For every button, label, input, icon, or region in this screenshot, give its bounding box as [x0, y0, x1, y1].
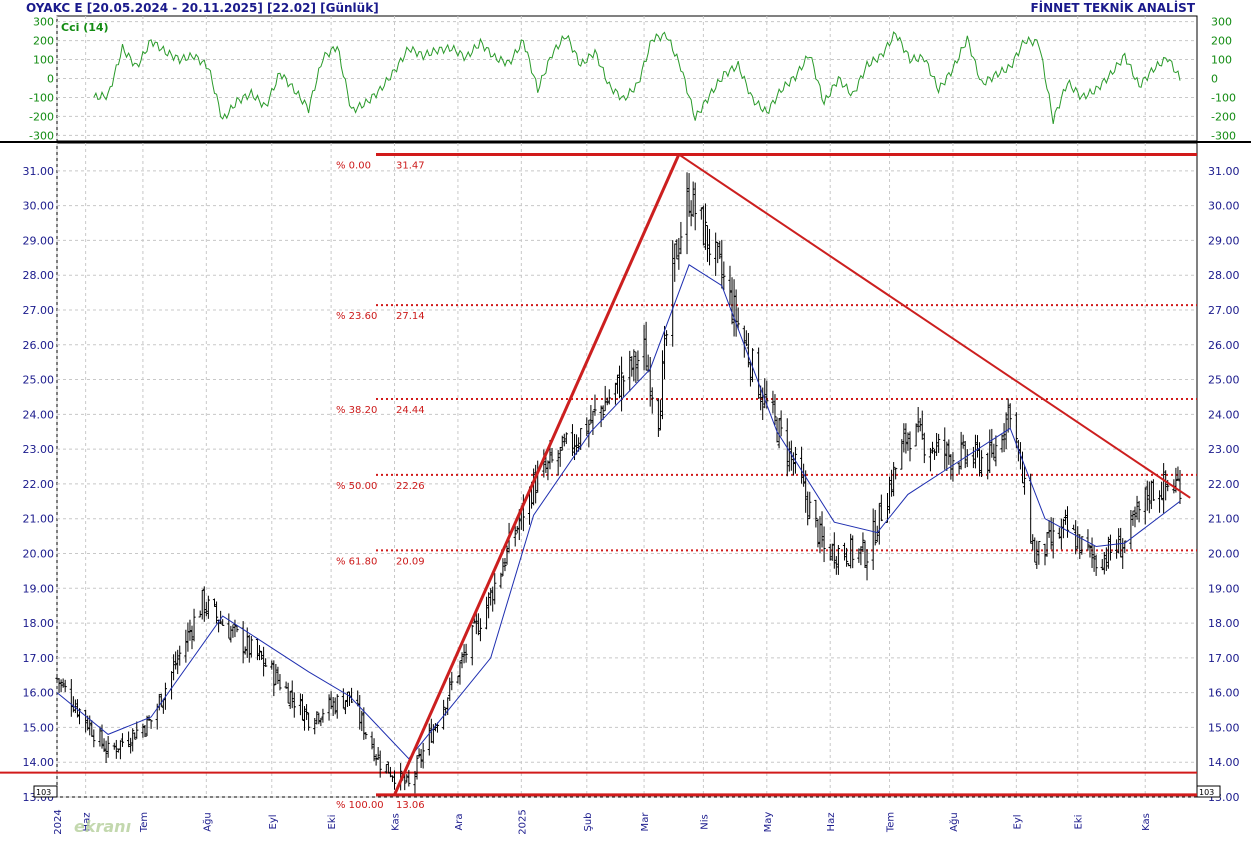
cci-y-tick-label: -100 — [29, 91, 54, 104]
price-y-tick-label: 22.00 — [23, 478, 55, 491]
x-tick-label: Eki — [327, 815, 338, 830]
cci-y-tick-label: 100 — [33, 54, 54, 67]
fib-level-percent: % 61.80 — [336, 556, 377, 567]
price-y-tick-label-right: 14.00 — [1208, 756, 1240, 769]
x-tick-label: Kas — [1141, 813, 1152, 831]
fib-level-percent: % 0.00 — [336, 160, 371, 171]
chart-header-brand: FİNNET TEKNİK ANALİST — [1030, 1, 1195, 15]
x-tick-label: Kas — [391, 813, 402, 831]
cci-y-tick-label-right: -300 — [1211, 129, 1236, 142]
price-y-tick-label: 28.00 — [23, 269, 55, 282]
watermark-logo: ekranı — [74, 817, 132, 836]
downtrend-line — [678, 153, 1191, 499]
x-tick-label: Haz — [82, 813, 93, 832]
price-y-tick-label-right: 16.00 — [1208, 687, 1240, 700]
fib-level-value: 31.47 — [396, 160, 425, 171]
x-tick-label: Ağu — [948, 812, 960, 832]
price-y-tick-label-right: 23.00 — [1208, 443, 1240, 456]
price-y-tick-label: 20.00 — [23, 547, 55, 560]
cci-y-tick-label-right: 300 — [1211, 16, 1232, 29]
price-y-tick-label: 21.00 — [23, 513, 55, 526]
price-y-tick-label-right: 19.00 — [1208, 582, 1240, 595]
cci-y-tick-label: 300 — [33, 16, 54, 29]
x-tick-label: Eki — [1074, 815, 1085, 830]
cci-y-tick-label: 0 — [47, 73, 54, 86]
price-panel-frame — [56, 142, 1198, 798]
cci-y-tick-label-right: -100 — [1211, 91, 1236, 104]
price-y-tick-label: 23.00 — [23, 443, 55, 456]
price-y-tick-label-right: 26.00 — [1208, 339, 1240, 352]
price-y-tick-label: 31.00 — [23, 165, 55, 178]
cci-y-tick-label: -200 — [29, 110, 54, 123]
price-y-tick-label: 19.00 — [23, 582, 55, 595]
x-tick-label: Şub — [583, 812, 594, 831]
fib-level-value: 27.14 — [396, 311, 425, 322]
price-y-tick-label: 15.00 — [23, 721, 55, 734]
cci-y-tick-label-right: 200 — [1211, 35, 1232, 48]
x-tick-label: Nis — [699, 814, 710, 829]
fib-level-value: 20.09 — [396, 556, 425, 567]
x-tick-label: May — [763, 812, 774, 833]
price-y-tick-label: 25.00 — [23, 374, 55, 387]
cci-y-tick-label-right: 100 — [1211, 54, 1232, 67]
cci-legend-label: Cci (14) — [61, 21, 109, 34]
x-tick-label: Mar — [640, 812, 651, 832]
cci-y-tick-label-right: -200 — [1211, 110, 1236, 123]
cci-y-tick-label: 200 — [33, 35, 54, 48]
price-y-tick-label-right: 21.00 — [1208, 513, 1240, 526]
x-tick-label: Eyl — [268, 814, 279, 829]
price-y-tick-label: 17.00 — [23, 652, 55, 665]
fib-level-percent: % 50.00 — [336, 481, 377, 492]
price-y-tick-label-right: 17.00 — [1208, 652, 1240, 665]
price-bars — [55, 172, 1182, 794]
price-y-tick-label-right: 28.00 — [1208, 269, 1240, 282]
cci-y-tick-label-right: 0 — [1211, 73, 1218, 86]
price-y-tick-label: 24.00 — [23, 408, 55, 421]
price-y-tick-label: 14.00 — [23, 756, 55, 769]
x-tick-label: Ara — [454, 813, 465, 830]
fib-level-value: 13.06 — [396, 800, 425, 811]
price-y-tick-label-right: 22.00 — [1208, 478, 1240, 491]
price-y-tick-label: 27.00 — [23, 304, 55, 317]
y-multiplier-label: 103 — [1199, 788, 1214, 797]
price-y-tick-label: 29.00 — [23, 234, 55, 247]
y-multiplier-box — [1196, 785, 1221, 798]
x-tick-label: Tem — [886, 812, 897, 833]
x-tick-label: 2025 — [517, 809, 528, 834]
price-y-tick-label-right: 15.00 — [1208, 721, 1240, 734]
price-y-tick-label-right: 20.00 — [1208, 547, 1240, 560]
x-tick-label: Haz — [826, 813, 837, 832]
price-y-tick-label-right: 18.00 — [1208, 617, 1240, 630]
x-tick-label: Tem — [139, 812, 150, 833]
fib-level-percent: % 38.20 — [336, 405, 377, 416]
price-y-tick-label: 30.00 — [23, 200, 55, 213]
price-y-tick-label-right: 27.00 — [1208, 304, 1240, 317]
chart-header-title: OYAKC E [20.05.2024 - 20.11.2025] [22.02… — [26, 1, 379, 15]
x-tick-label: Eyl — [1012, 814, 1023, 829]
uptrend-line — [393, 153, 681, 796]
fib-level-percent: % 23.60 — [336, 311, 377, 322]
price-y-tick-label: 18.00 — [23, 617, 55, 630]
moving-average-line — [56, 264, 1181, 760]
price-y-tick-label-right: 30.00 — [1208, 200, 1240, 213]
y-multiplier-box — [33, 785, 58, 798]
cci-line — [93, 31, 1181, 124]
price-y-tick-label-right: 29.00 — [1208, 234, 1240, 247]
cci-y-tick-label: -300 — [29, 129, 54, 142]
price-y-tick-label: 26.00 — [23, 339, 55, 352]
price-y-tick-label-right: 25.00 — [1208, 374, 1240, 387]
price-y-tick-label: 16.00 — [23, 687, 55, 700]
fib-level-value: 24.44 — [396, 405, 425, 416]
fib-level-value: 22.26 — [396, 481, 425, 492]
y-multiplier-label: 103 — [36, 788, 51, 797]
x-tick-label: Ağu — [201, 812, 213, 832]
fib-level-percent: % 100.00 — [336, 800, 384, 811]
price-y-tick-label-right: 31.00 — [1208, 165, 1240, 178]
price-y-tick-label-right: 24.00 — [1208, 408, 1240, 421]
x-tick-label: 2024 — [53, 809, 64, 834]
